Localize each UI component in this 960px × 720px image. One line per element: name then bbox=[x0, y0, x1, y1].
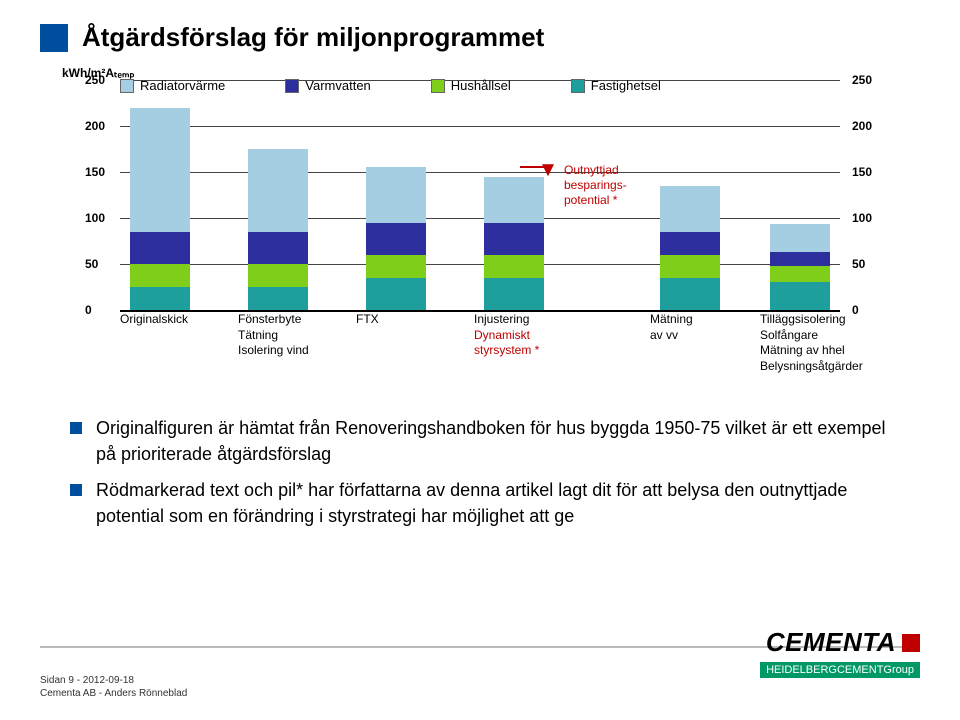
cementa-logo: CEMENTA bbox=[760, 627, 920, 658]
bar-segment bbox=[770, 252, 830, 266]
bar-segment bbox=[130, 287, 190, 310]
bar-segment bbox=[248, 232, 308, 264]
cementa-text: CEMENTA bbox=[766, 627, 896, 658]
legend-item: Radiatorvärme bbox=[120, 78, 225, 93]
legend-swatch bbox=[285, 79, 299, 93]
bar-segment bbox=[484, 223, 544, 255]
legend-item: Hushållsel bbox=[431, 78, 511, 93]
bar-segment bbox=[660, 186, 720, 232]
bar-segment bbox=[770, 266, 830, 283]
bar-segment bbox=[130, 232, 190, 264]
bar-group bbox=[130, 80, 190, 310]
legend-label: Hushållsel bbox=[451, 78, 511, 93]
bar-segment bbox=[484, 255, 544, 278]
legend-item: Varmvatten bbox=[285, 78, 371, 93]
x-label: InjusteringDynamiskt styrsystem * bbox=[474, 312, 584, 359]
bar-group bbox=[770, 80, 830, 310]
bullet-item: Rödmarkerad text och pil* har författarn… bbox=[70, 477, 890, 529]
energy-chart: kWh/m²Aₜₑₘₚ 0050501001001501502002002502… bbox=[70, 72, 890, 372]
savings-annotation: Outnyttjadbesparings-potential * bbox=[564, 163, 627, 208]
chart-legend: Radiatorvärme Varmvatten Hushållsel Fastigh… bbox=[120, 78, 661, 93]
bar-group bbox=[660, 80, 720, 310]
legend-swatch bbox=[431, 79, 445, 93]
x-label: FTX bbox=[356, 312, 466, 328]
legend-label: Varmvatten bbox=[305, 78, 371, 93]
footer-owner: Cementa AB - Anders Rönneblad bbox=[40, 687, 187, 700]
cementa-square-icon bbox=[902, 634, 920, 652]
savings-arrow-icon bbox=[520, 161, 560, 184]
bar-segment bbox=[770, 224, 830, 252]
bar-segment bbox=[366, 167, 426, 222]
legend-label: Radiatorvärme bbox=[140, 78, 225, 93]
bar-segment bbox=[660, 232, 720, 255]
x-label: FönsterbyteTätningIsolering vind bbox=[238, 312, 348, 359]
bar-segment bbox=[248, 149, 308, 232]
bar-segment bbox=[660, 278, 720, 310]
legend-item: Fastighetsel bbox=[571, 78, 661, 93]
footer-page: Sidan 9 - 2012-09-18 bbox=[40, 674, 187, 687]
legend-label: Fastighetsel bbox=[591, 78, 661, 93]
bar-segment bbox=[248, 287, 308, 310]
bar-segment bbox=[366, 255, 426, 278]
legend-swatch bbox=[571, 79, 585, 93]
bar-segment bbox=[248, 264, 308, 287]
bar-segment bbox=[130, 264, 190, 287]
bar-segment bbox=[770, 282, 830, 310]
footer-left: Sidan 9 - 2012-09-18 Cementa AB - Anders… bbox=[40, 674, 187, 700]
x-label: TilläggsisoleringSolfångareMätning av hh… bbox=[760, 312, 870, 374]
slide-title: Åtgärdsförslag för miljonprogrammet bbox=[40, 22, 544, 53]
bar-segment bbox=[366, 278, 426, 310]
footer-logo: CEMENTA HEIDELBERGCEMENTGroup bbox=[760, 627, 920, 678]
title-text: Åtgärdsförslag för miljonprogrammet bbox=[82, 22, 544, 53]
bar-segment bbox=[366, 223, 426, 255]
bar-group bbox=[484, 80, 544, 310]
bar-segment bbox=[130, 108, 190, 232]
heidelberg-logo: HEIDELBERGCEMENTGroup bbox=[760, 662, 920, 678]
x-label: Mätningav vv bbox=[650, 312, 760, 343]
bar-group bbox=[366, 80, 426, 310]
x-label: Originalskick bbox=[120, 312, 230, 328]
bullet-list: Originalfiguren är hämtat från Renoverin… bbox=[70, 415, 890, 539]
bullet-item: Originalfiguren är hämtat från Renoverin… bbox=[70, 415, 890, 467]
title-accent-square bbox=[40, 24, 68, 52]
bar-segment bbox=[484, 278, 544, 310]
bar-segment bbox=[660, 255, 720, 278]
legend-swatch bbox=[120, 79, 134, 93]
bar-group bbox=[248, 80, 308, 310]
plot-area: 005050100100150150200200250250 bbox=[120, 80, 840, 310]
